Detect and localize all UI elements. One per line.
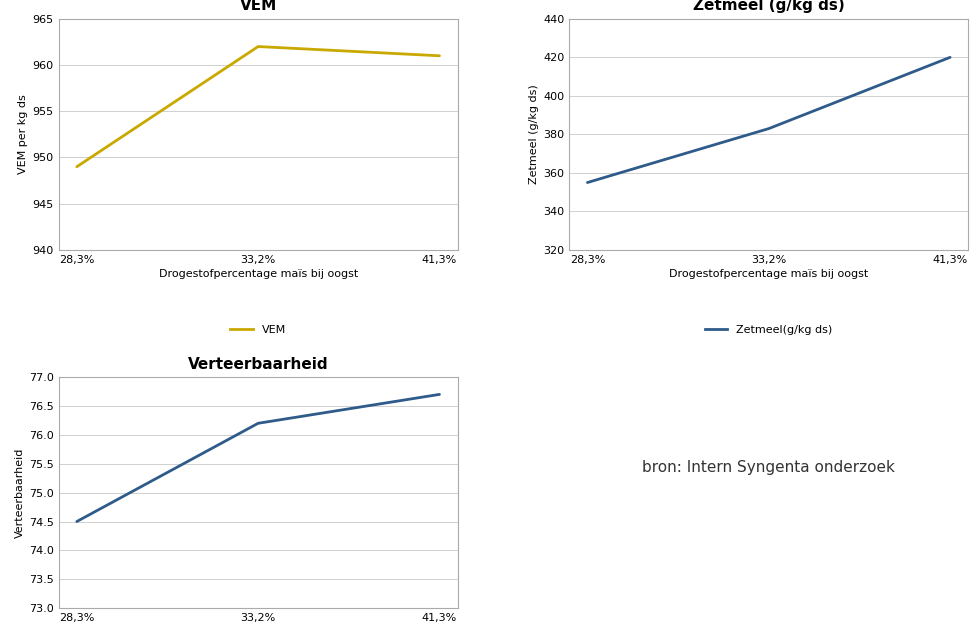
X-axis label: Drogestofpercentage maïs bij oogst: Drogestofpercentage maïs bij oogst <box>158 269 358 279</box>
Legend: Zetmeel(g/kg ds): Zetmeel(g/kg ds) <box>700 320 836 339</box>
Legend: VEM: VEM <box>226 320 290 339</box>
Title: VEM: VEM <box>239 0 276 13</box>
Y-axis label: Zetmeel (g/kg ds): Zetmeel (g/kg ds) <box>529 85 538 184</box>
Title: Verteerbaarheid: Verteerbaarheid <box>188 357 328 372</box>
Text: bron: Intern Syngenta onderzoek: bron: Intern Syngenta onderzoek <box>642 460 894 475</box>
Y-axis label: Verteerbaarheid: Verteerbaarheid <box>15 448 24 538</box>
X-axis label: Drogestofpercentage maïs bij oogst: Drogestofpercentage maïs bij oogst <box>668 269 868 279</box>
Y-axis label: VEM per kg ds: VEM per kg ds <box>19 95 28 174</box>
Title: Zetmeel (g/kg ds): Zetmeel (g/kg ds) <box>692 0 844 13</box>
